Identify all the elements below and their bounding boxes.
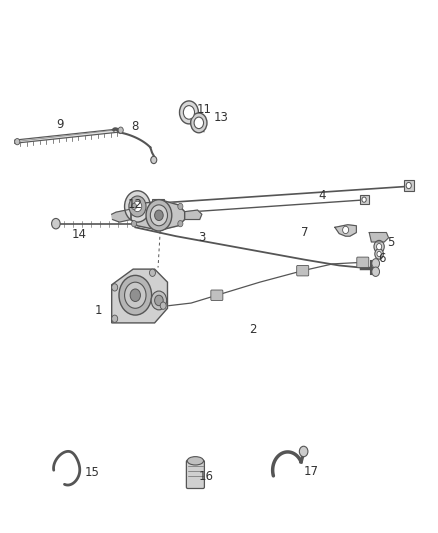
Circle shape (184, 106, 194, 119)
Circle shape (52, 219, 60, 229)
Circle shape (178, 203, 183, 209)
Circle shape (151, 291, 166, 310)
Ellipse shape (187, 457, 204, 465)
Polygon shape (112, 269, 167, 323)
Circle shape (15, 139, 20, 145)
Circle shape (131, 221, 137, 227)
Circle shape (149, 269, 155, 277)
Circle shape (129, 196, 146, 217)
Circle shape (372, 259, 380, 268)
Circle shape (406, 182, 411, 189)
Circle shape (155, 295, 163, 306)
Text: 13: 13 (214, 111, 229, 124)
Circle shape (118, 127, 123, 133)
Circle shape (131, 203, 137, 209)
Circle shape (119, 276, 152, 315)
Polygon shape (131, 201, 185, 229)
Circle shape (191, 113, 207, 133)
Circle shape (377, 244, 381, 250)
Circle shape (374, 240, 384, 253)
Polygon shape (185, 210, 202, 220)
Circle shape (194, 117, 204, 128)
Circle shape (133, 201, 142, 212)
Text: 4: 4 (318, 190, 326, 203)
Text: 16: 16 (198, 470, 214, 483)
Circle shape (155, 210, 163, 221)
Circle shape (156, 212, 160, 217)
Circle shape (146, 200, 172, 231)
Circle shape (150, 205, 167, 226)
Polygon shape (369, 232, 389, 242)
Circle shape (124, 191, 150, 222)
Text: 1: 1 (95, 304, 102, 317)
Polygon shape (112, 209, 131, 222)
Circle shape (180, 101, 198, 124)
Text: 12: 12 (128, 198, 143, 212)
Circle shape (160, 302, 166, 309)
Text: 3: 3 (198, 231, 205, 244)
Circle shape (372, 267, 380, 277)
Polygon shape (152, 199, 165, 209)
Text: 6: 6 (378, 252, 386, 265)
Circle shape (151, 156, 157, 164)
Circle shape (124, 282, 146, 308)
Circle shape (343, 227, 349, 233)
Text: 17: 17 (304, 465, 319, 478)
Text: 11: 11 (197, 103, 212, 116)
Polygon shape (152, 209, 165, 219)
Polygon shape (15, 128, 123, 143)
FancyBboxPatch shape (357, 257, 369, 268)
Circle shape (299, 446, 308, 457)
Circle shape (112, 284, 118, 291)
Polygon shape (335, 225, 357, 236)
Circle shape (375, 249, 383, 259)
FancyBboxPatch shape (211, 290, 223, 301)
Text: 15: 15 (85, 466, 100, 479)
Text: 7: 7 (301, 226, 309, 239)
FancyBboxPatch shape (187, 461, 205, 488)
Circle shape (112, 315, 118, 322)
Text: 14: 14 (72, 228, 87, 240)
FancyBboxPatch shape (297, 265, 309, 276)
Text: 9: 9 (57, 118, 64, 131)
Circle shape (130, 289, 141, 302)
Circle shape (377, 252, 381, 256)
Text: 8: 8 (131, 120, 139, 133)
Text: 5: 5 (387, 237, 394, 249)
Circle shape (362, 197, 366, 202)
Polygon shape (360, 195, 369, 204)
Text: 2: 2 (250, 322, 257, 336)
Polygon shape (403, 180, 414, 191)
Circle shape (155, 201, 161, 207)
Circle shape (178, 221, 183, 227)
